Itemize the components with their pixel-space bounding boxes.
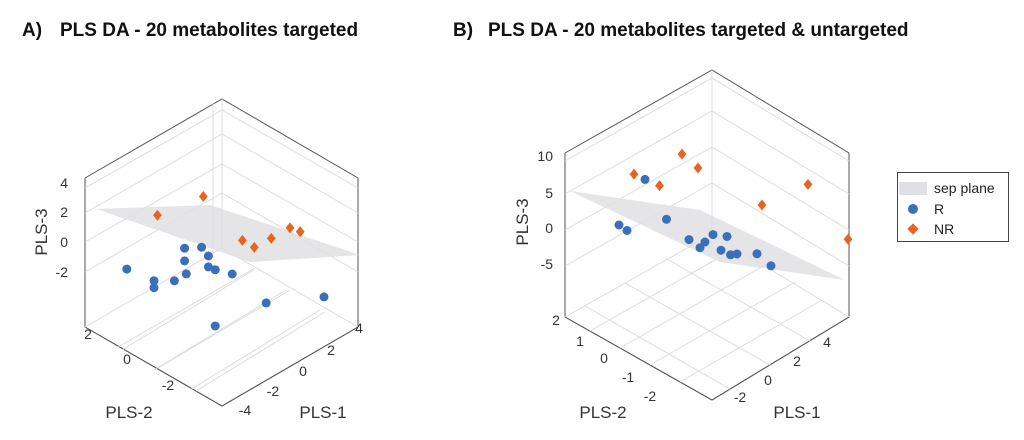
chart-a-x-axis-title: PLS-1 <box>299 403 346 422</box>
r-point <box>181 269 191 279</box>
r-point <box>149 276 159 286</box>
legend-label: NR <box>934 221 955 237</box>
r-point <box>197 242 207 252</box>
panel-b-letter: B) <box>453 20 474 41</box>
chart-a-y-tick: -2 <box>162 377 175 393</box>
panel-a-title: PLS DA - 20 metabolites targeted <box>60 20 359 41</box>
r-point <box>227 269 237 279</box>
chart-legend: sep plane R NR <box>897 172 1009 242</box>
chart-a-x-tick: -4 <box>239 402 252 418</box>
diamond-marker-icon <box>898 222 928 236</box>
circle-marker-icon <box>898 202 928 216</box>
r-point <box>169 276 179 286</box>
nr-point <box>249 241 259 253</box>
chart-a-y-ticks: 2 0 -2 <box>84 326 174 393</box>
chart-a-z-tick: 4 <box>60 175 68 191</box>
plane-swatch-icon <box>898 181 928 195</box>
nr-point <box>238 234 247 246</box>
chart-a-z-tick: 2 <box>60 204 68 220</box>
chart-a-y-axis-title: PLS-2 <box>105 403 152 422</box>
chart-a-y-tick: 0 <box>123 351 131 367</box>
legend-item-sep-plane: sep plane <box>898 178 995 198</box>
r-point <box>149 283 159 293</box>
chart-a-x-ticks: -4 -2 0 2 4 <box>239 320 363 418</box>
chart-a-x-tick: 4 <box>355 320 363 336</box>
nr-point <box>153 209 162 221</box>
chart-a-x-tick: 2 <box>327 342 335 358</box>
r-point <box>261 298 271 308</box>
r-point <box>180 243 190 253</box>
legend-item-nr: NR <box>898 219 954 239</box>
chart-a-z-axis-title: PLS-3 <box>32 208 51 255</box>
chart-a-z-tick: -2 <box>56 264 69 280</box>
r-point <box>210 265 220 275</box>
r-point <box>180 256 190 266</box>
nr-point <box>198 190 208 202</box>
nr-point <box>285 222 295 234</box>
legend-item-r: R <box>898 199 944 219</box>
legend-label: R <box>934 201 945 217</box>
nr-point <box>295 226 305 238</box>
r-point <box>319 292 329 302</box>
chart-a-z-ticks: 4 2 0 -2 <box>56 175 69 280</box>
chart-a-z-tick: 0 <box>60 234 68 250</box>
chart-a-x-tick: 0 <box>299 363 307 379</box>
r-point <box>122 264 132 274</box>
chart-a-sep-plane <box>96 205 360 262</box>
nr-point <box>266 232 276 244</box>
panel-a-letter: A) <box>22 20 43 41</box>
chart-a-x-tick: -2 <box>267 383 280 399</box>
chart-a-y-tick: 2 <box>84 326 92 342</box>
legend-label: sep plane <box>934 180 995 196</box>
r-point <box>210 321 220 331</box>
panel-b-title: PLS DA - 20 metabolites targeted & untar… <box>488 20 909 41</box>
r-point <box>203 251 213 261</box>
r-point <box>203 262 213 272</box>
